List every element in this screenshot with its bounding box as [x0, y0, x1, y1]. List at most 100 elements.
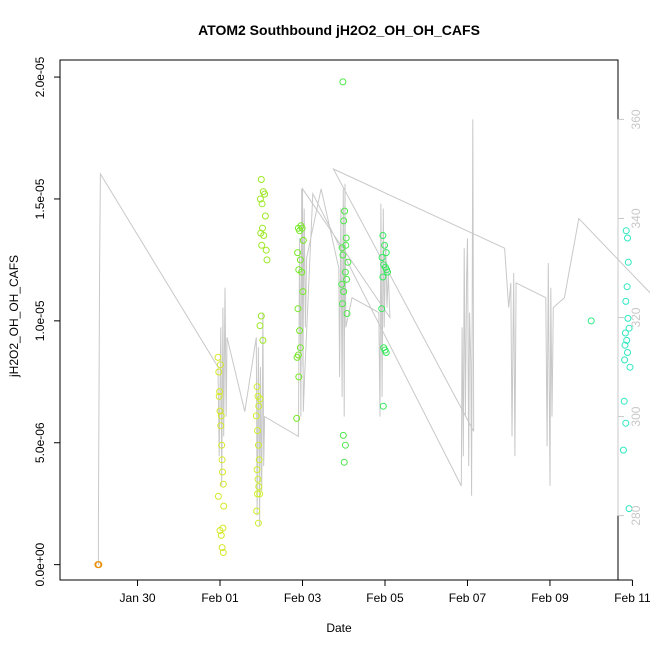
data-point: [339, 300, 346, 308]
data-point: [621, 329, 629, 337]
data-point: [343, 310, 351, 317]
x-tick-label: Feb 09: [531, 591, 569, 605]
data-point: [339, 431, 347, 439]
data-point: [294, 351, 302, 359]
data-point: [253, 383, 261, 391]
data-point: [620, 397, 628, 405]
data-point: [254, 519, 262, 527]
data-point: [624, 234, 631, 242]
data-point: [296, 256, 304, 264]
data-point: [256, 490, 264, 498]
data-point: [384, 268, 391, 276]
x-tick-label: Feb 03: [284, 591, 322, 605]
data-point: [298, 268, 306, 276]
data-point: [623, 336, 631, 344]
x-axis-label: Date: [326, 621, 352, 635]
data-point: [256, 322, 264, 330]
y-tick-label: 0.0e+00: [33, 542, 47, 586]
data-point: [379, 402, 387, 410]
data-point: [625, 505, 633, 513]
data-point: [217, 531, 225, 539]
data-point: [258, 200, 266, 208]
x-tick-label: Feb 05: [366, 591, 404, 605]
data-point: [340, 217, 348, 225]
data-point: [257, 176, 265, 183]
data-point: [341, 207, 349, 215]
x-tick-label: Jan 30: [120, 591, 156, 605]
y2-tick-label: 320: [629, 307, 643, 327]
data-point: [219, 549, 227, 556]
data-point: [255, 456, 263, 464]
data-point: [256, 195, 264, 203]
data-point: [378, 254, 386, 261]
data-point: [94, 561, 102, 569]
data-point: [621, 356, 629, 364]
data-point: [254, 490, 261, 498]
data-point: [254, 427, 261, 435]
data-point: [622, 419, 630, 427]
data-point: [214, 353, 222, 361]
data-point: [261, 212, 269, 220]
data-point: [344, 258, 352, 266]
data-point: [378, 305, 386, 313]
data-point: [622, 297, 630, 305]
data-point: [296, 327, 304, 335]
data-point: [255, 402, 263, 410]
data-point: [218, 544, 226, 552]
data-point: [256, 395, 264, 403]
data-point: [258, 241, 266, 249]
y-tick-label: 1.5e-05: [33, 178, 47, 219]
data-point: [255, 483, 263, 491]
data-point: [626, 363, 634, 371]
chart-title: ATOM2 Southbound jH2O2_OH_OH_CAFS: [198, 22, 480, 38]
data-point: [339, 78, 347, 86]
data-point: [381, 241, 389, 249]
data-point: [253, 466, 261, 474]
data-point: [341, 268, 349, 276]
data-point: [218, 441, 226, 449]
scatter-points: [94, 78, 634, 569]
data-point: [259, 224, 266, 232]
data-point: [624, 349, 631, 356]
data-point: [341, 441, 349, 449]
data-point: [218, 456, 226, 464]
data-point: [299, 236, 307, 244]
data-point: [261, 190, 269, 198]
data-point: [296, 344, 304, 352]
y-axis-label: jH2O2_OH_OH_CAFS: [7, 255, 21, 378]
y2-tick-label: 300: [629, 406, 643, 426]
data-point: [625, 324, 633, 332]
y-tick-label: 2.0e-05: [33, 56, 47, 97]
data-point: [624, 258, 632, 266]
data-point: [216, 388, 224, 396]
data-point: [619, 446, 627, 454]
data-point: [338, 244, 346, 252]
data-point: [216, 407, 224, 415]
data-point: [294, 305, 302, 313]
data-point: [263, 256, 271, 264]
data-point: [338, 280, 346, 288]
data-point: [587, 317, 595, 325]
data-point: [217, 422, 225, 430]
data-point: [382, 249, 390, 257]
data-point: [342, 234, 350, 242]
y-tick-label: 1.0e-05: [33, 300, 47, 341]
data-point: [379, 232, 387, 239]
data-point: [252, 412, 260, 420]
data-point: [623, 283, 631, 291]
data-point: [340, 458, 348, 466]
data-point: [259, 336, 267, 344]
data-point: [220, 502, 228, 510]
y-tick-label: 5.0e-06: [33, 422, 47, 463]
data-point: [379, 273, 387, 281]
data-point: [257, 312, 265, 320]
data-point: [260, 232, 268, 239]
data-point: [253, 507, 261, 515]
data-point: [214, 492, 222, 500]
secondary-line-series: [97, 119, 650, 566]
x-tick-label: Feb 07: [449, 591, 487, 605]
data-point: [299, 288, 307, 296]
data-point: [215, 368, 223, 376]
data-point: [295, 373, 303, 381]
